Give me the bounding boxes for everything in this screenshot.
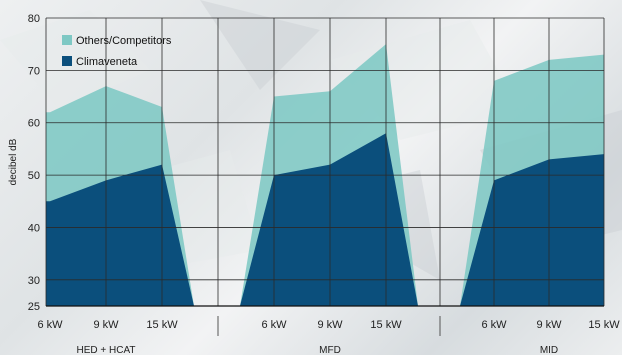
group-label: HED + HCAT xyxy=(77,345,136,355)
x-tick-label: 15 kW xyxy=(588,319,620,331)
x-tick-label: 15 kW xyxy=(146,319,178,331)
y-tick-label: 60 xyxy=(28,118,40,130)
legend-swatch-climaveneta xyxy=(62,56,72,66)
axes: 25 30 40 50 60 70 80 decibel dB 6 kW 9 kW 15 kW HED… xyxy=(8,13,620,355)
x-tick-label: 6 kW xyxy=(37,319,63,331)
y-tick-label: 80 xyxy=(28,13,40,25)
legend-label-others: Others/Competitors xyxy=(76,35,172,47)
x-tick-label: 6 kW xyxy=(261,319,287,331)
background-shape xyxy=(200,0,320,90)
y-tick-label: 30 xyxy=(28,275,40,287)
y-tick-label: 25 xyxy=(28,301,40,313)
y-axis-label: decibel dB xyxy=(8,138,19,185)
y-tick-label: 50 xyxy=(28,170,40,182)
grid-lines xyxy=(45,17,605,307)
group-label: MFD xyxy=(319,345,341,355)
x-tick-label: 9 kW xyxy=(93,319,119,331)
x-tick-label: 9 kW xyxy=(317,319,343,331)
y-tick-label: 70 xyxy=(28,65,40,77)
background-shape xyxy=(0,10,150,110)
x-tick-label: 15 kW xyxy=(370,319,402,331)
legend-swatch-others xyxy=(62,35,72,45)
x-tick-label: 9 kW xyxy=(536,319,562,331)
y-tick-label: 40 xyxy=(28,222,40,234)
x-tick-label: 6 kW xyxy=(481,319,507,331)
legend: Others/Competitors Climaveneta xyxy=(62,35,172,68)
series-area-climaveneta xyxy=(46,133,604,306)
legend-label-climaveneta: Climaveneta xyxy=(76,56,138,68)
group-label: MID xyxy=(540,345,558,355)
